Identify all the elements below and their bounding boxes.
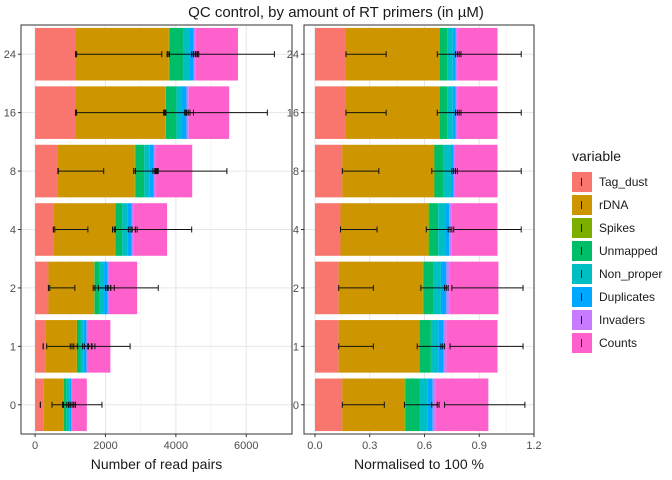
- error-bars-normalised: [338, 51, 526, 408]
- legend: variable Tag_dust rDNA Spikes Unmapped Non_p…: [572, 148, 662, 354]
- x-tick-label: 2000: [93, 440, 117, 452]
- chart-title: QC control, by amount of RT primers (in …: [188, 4, 484, 21]
- legend-label: Unmapped: [599, 243, 658, 258]
- legend-key-invaders: [572, 309, 592, 330]
- legend-key-errorbar: [581, 269, 582, 278]
- bar-tag_dust-16: [35, 86, 76, 139]
- legend-key-spikes: [572, 217, 592, 238]
- legend-item-unmapped: Unmapped: [572, 239, 662, 262]
- x-tick-label: 0.0: [307, 440, 322, 452]
- legend-label: Invaders: [599, 312, 646, 327]
- y-tick-label: 16: [287, 108, 299, 120]
- legend-key-errorbar: [581, 223, 582, 232]
- y-tick-label: 2: [10, 283, 16, 295]
- legend-key-errorbar: [581, 177, 582, 186]
- legend-key-non_proper: [572, 263, 592, 284]
- legend-key-errorbar: [581, 338, 582, 347]
- y-tick-label: 0: [293, 400, 299, 412]
- legend-label: Tag_dust: [599, 174, 648, 189]
- y-tick-label: 24: [4, 49, 16, 61]
- x-tick-label: 4000: [164, 440, 188, 452]
- legend-item-tag_dust: Tag_dust: [572, 170, 662, 193]
- legend-key-errorbar: [581, 292, 582, 301]
- legend-label: Counts: [599, 335, 638, 350]
- x-tick-label: 0: [32, 440, 38, 452]
- y-tick-label: 0: [10, 400, 16, 412]
- y-tick-label: 1: [293, 341, 299, 353]
- legend-key-rdna: [572, 194, 592, 215]
- y-tick-label: 4: [10, 225, 16, 237]
- error-bars-read-pairs: [39, 51, 275, 408]
- legend-key-duplicates: [572, 286, 592, 307]
- bar-tag_dust-8: [35, 144, 58, 198]
- bar-tag_dust-4: [314, 203, 341, 256]
- bar-tag_dust-2: [314, 261, 339, 315]
- bar-tag_dust-24: [314, 27, 346, 81]
- bar-tag_dust-0: [314, 378, 343, 432]
- bar-tag_dust-16: [314, 86, 346, 139]
- bar-tag_dust-8: [314, 144, 343, 198]
- legend-item-duplicates: Duplicates: [572, 285, 662, 308]
- legend-label: rDNA: [599, 197, 629, 212]
- bar-tag_dust-1: [314, 320, 339, 373]
- legend-item-non_proper: Non_proper: [572, 262, 662, 285]
- x-axis-label-left: Number of read pairs: [90, 456, 223, 472]
- legend-label: Duplicates: [599, 289, 656, 304]
- legend-key-errorbar: [581, 200, 582, 209]
- x-tick-label: 0.6: [417, 440, 432, 452]
- legend-items: Tag_dust rDNA Spikes Unmapped Non_proper Dupl…: [572, 170, 662, 354]
- y-tick-label: 2: [293, 283, 299, 295]
- y-tick-label: 1: [10, 341, 16, 353]
- bar-tag_dust-1: [35, 320, 46, 373]
- x-tick-label: 1.2: [526, 440, 541, 452]
- bar-tag_dust-24: [35, 27, 76, 81]
- bar-tag_dust-4: [35, 203, 54, 256]
- legend-key-unmapped: [572, 240, 592, 261]
- legend-key-counts: [572, 332, 592, 353]
- legend-item-spikes: Spikes: [572, 216, 662, 239]
- legend-item-invaders: Invaders: [572, 308, 662, 331]
- y-tick-label: 24: [287, 49, 299, 61]
- x-tick-label: 0.3: [362, 440, 377, 452]
- x-axis-read-pairs: 0 2000 4000 6000: [32, 434, 258, 452]
- bar-tag_dust-0: [35, 378, 44, 432]
- y-tick-label: 8: [293, 166, 299, 178]
- legend-label: Spikes: [599, 220, 636, 235]
- legend-key-errorbar: [581, 315, 582, 324]
- x-axis-normalised: 0.0 0.3 0.6 0.9 1.2: [307, 434, 542, 452]
- y-tick-label: 8: [10, 166, 16, 178]
- legend-item-rdna: rDNA: [572, 193, 662, 216]
- legend-key-tag_dust: [572, 171, 592, 192]
- bar-tag_dust-2: [35, 261, 49, 315]
- legend-title: variable: [572, 148, 622, 164]
- x-tick-label: 0.9: [472, 440, 487, 452]
- x-axis-label-right: Normalised to 100 %: [354, 456, 484, 472]
- y-tick-label: 16: [4, 108, 16, 120]
- legend-label: Non_proper: [599, 266, 663, 281]
- x-tick-label: 6000: [234, 440, 258, 452]
- legend-key-errorbar: [581, 246, 582, 255]
- y-tick-label: 4: [293, 225, 299, 237]
- legend-item-counts: Counts: [572, 331, 662, 354]
